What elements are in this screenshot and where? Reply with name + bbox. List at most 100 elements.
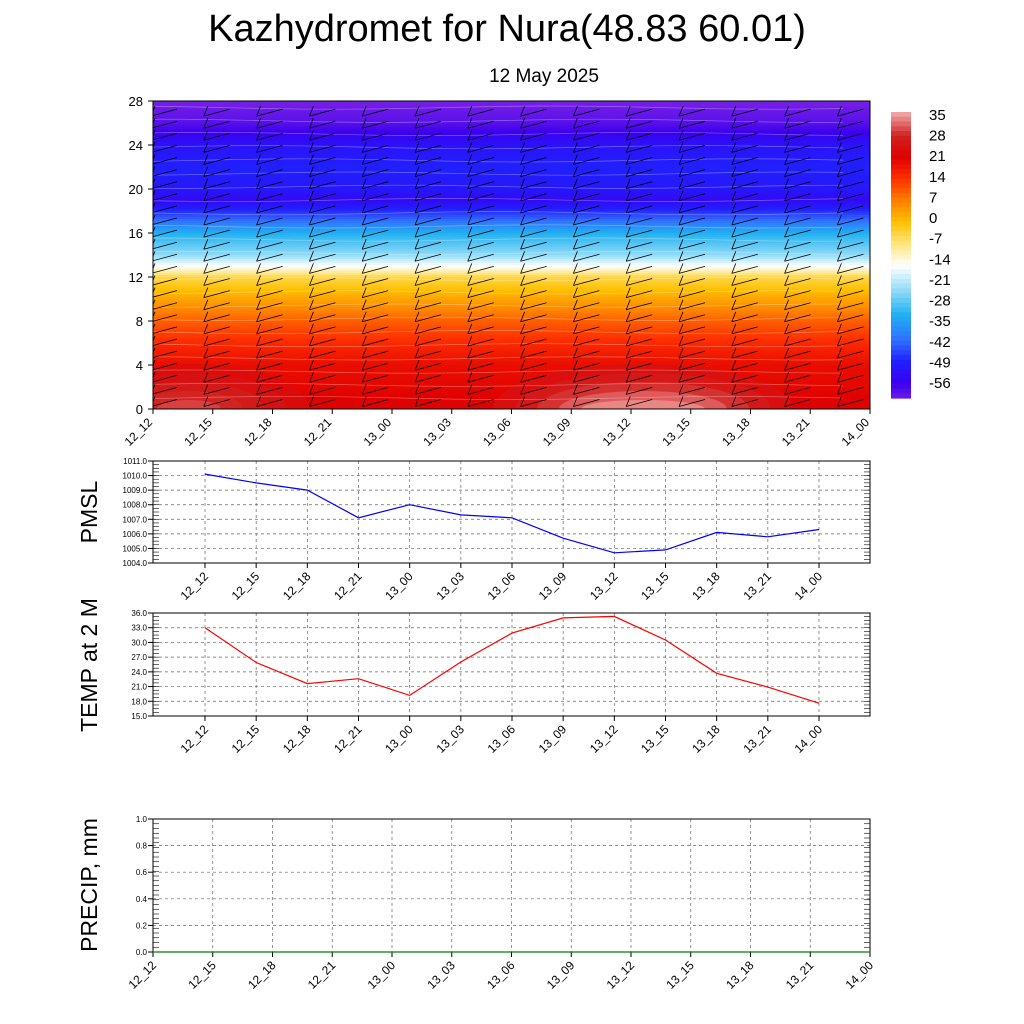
wind-barb <box>678 323 706 335</box>
wind-barb <box>203 396 230 407</box>
heatmap-band <box>153 361 870 364</box>
wind-barb <box>784 323 811 335</box>
wind-barb <box>414 118 442 129</box>
colorbar-swatch <box>891 216 911 223</box>
heatmap-band <box>153 233 870 236</box>
wind-barb <box>203 299 230 311</box>
wind-barb <box>309 263 336 274</box>
wind-barb <box>625 190 653 202</box>
wind-barb <box>414 251 442 262</box>
wind-barb <box>784 105 811 117</box>
wind-barb <box>678 396 706 407</box>
colorbar-swatch <box>891 278 911 285</box>
contour-line <box>153 250 844 255</box>
heatmap-band <box>153 139 870 142</box>
heatmap-band <box>153 261 870 264</box>
x-tick-label: 13_00 <box>361 415 395 449</box>
heatmap-band <box>153 235 870 238</box>
wind-barb <box>256 214 283 226</box>
x-tick-label: 12_18 <box>241 415 275 449</box>
heatmap-band <box>153 249 870 252</box>
colorbar-swatch <box>891 150 911 156</box>
x-tick-label: 13_09 <box>544 958 578 992</box>
wind-barb <box>678 299 706 311</box>
wind-barb <box>203 190 230 202</box>
wind-barb <box>573 263 600 274</box>
colorbar-swatch <box>891 226 911 232</box>
wind-barb <box>678 214 706 226</box>
wind-barb <box>203 214 230 226</box>
x-tick-label: 12_21 <box>331 569 365 603</box>
contour-line <box>153 356 844 361</box>
heatmap-band <box>153 345 870 348</box>
heatmap-band <box>153 329 870 332</box>
wind-barb <box>361 360 389 371</box>
wind-barb <box>361 323 389 335</box>
wind-barb <box>837 142 864 153</box>
wind-barb <box>625 214 653 226</box>
colorbar-swatch <box>891 169 911 175</box>
wind-barb <box>573 287 600 298</box>
wind-barb <box>784 154 811 165</box>
y-tick-label: 1011.0 <box>123 457 147 466</box>
wind-barb <box>678 239 706 250</box>
wind-barb <box>784 190 811 202</box>
x-tick-label: 13_18 <box>723 958 757 992</box>
heatmap-band <box>153 259 870 262</box>
wind-barb <box>153 299 178 310</box>
wind-barb <box>467 214 494 226</box>
colorbar-swatch <box>891 331 911 337</box>
wind-barb <box>361 335 389 347</box>
heatmap-band <box>153 343 870 346</box>
heatmap-band <box>153 285 870 288</box>
wind-barb <box>256 105 283 117</box>
wind-barb <box>153 287 178 298</box>
wind-barb <box>520 178 547 190</box>
colorbar-swatch <box>891 355 911 361</box>
wind-barb <box>678 105 706 117</box>
wind-barb <box>731 323 758 335</box>
wind-barb <box>203 384 230 395</box>
heatmap-band <box>153 197 870 200</box>
y-tick-label: 16 <box>129 226 143 241</box>
x-tick-label: 14_00 <box>792 722 826 756</box>
x-tick-label: 12_18 <box>280 722 314 756</box>
x-tick-label: 13_09 <box>536 722 570 756</box>
wind-barb <box>573 347 600 359</box>
line-panel-precip-mm: 1.0 0.8 0.6 0.4 0.2 0.012_12 12_15 12_18 12_21 13… <box>76 815 876 992</box>
heatmap-band <box>153 175 870 178</box>
colorbar-label: -21 <box>929 272 951 289</box>
wind-barb <box>414 335 442 347</box>
wind-barb <box>573 396 600 407</box>
colorbar-swatch <box>891 126 911 132</box>
heatmap-band <box>153 153 870 156</box>
wind-barb <box>520 118 547 129</box>
colorbar-swatch <box>891 178 911 185</box>
heatmap-band <box>153 369 870 372</box>
heatmap-band <box>153 171 870 174</box>
heatmap-band <box>153 357 870 360</box>
x-tick-label: 12_12 <box>178 722 212 756</box>
heatmap-band <box>153 163 870 166</box>
y-tick-label: 21.0 <box>131 683 147 692</box>
heatmap-band <box>153 255 870 258</box>
wind-barb <box>837 372 864 383</box>
x-tick-label: 13_18 <box>689 722 723 756</box>
wind-barb <box>678 190 706 202</box>
wind-barb <box>837 299 864 311</box>
wind-barb <box>309 384 336 395</box>
contour-line <box>153 132 844 136</box>
wind-barb <box>678 372 706 383</box>
wind-barb <box>414 130 442 141</box>
wind-barb <box>414 105 442 117</box>
heatmap-band <box>153 273 870 276</box>
wind-barb <box>256 287 283 298</box>
wind-barb <box>520 154 547 165</box>
x-tick-label: 14_00 <box>839 415 873 449</box>
wind-barb <box>309 130 336 141</box>
contour-line <box>153 158 844 163</box>
y-tick-label: 24 <box>129 138 143 153</box>
y-tick-label: 1006.0 <box>123 530 148 539</box>
x-tick-label: 13_21 <box>740 569 774 603</box>
wind-barb <box>203 372 230 383</box>
